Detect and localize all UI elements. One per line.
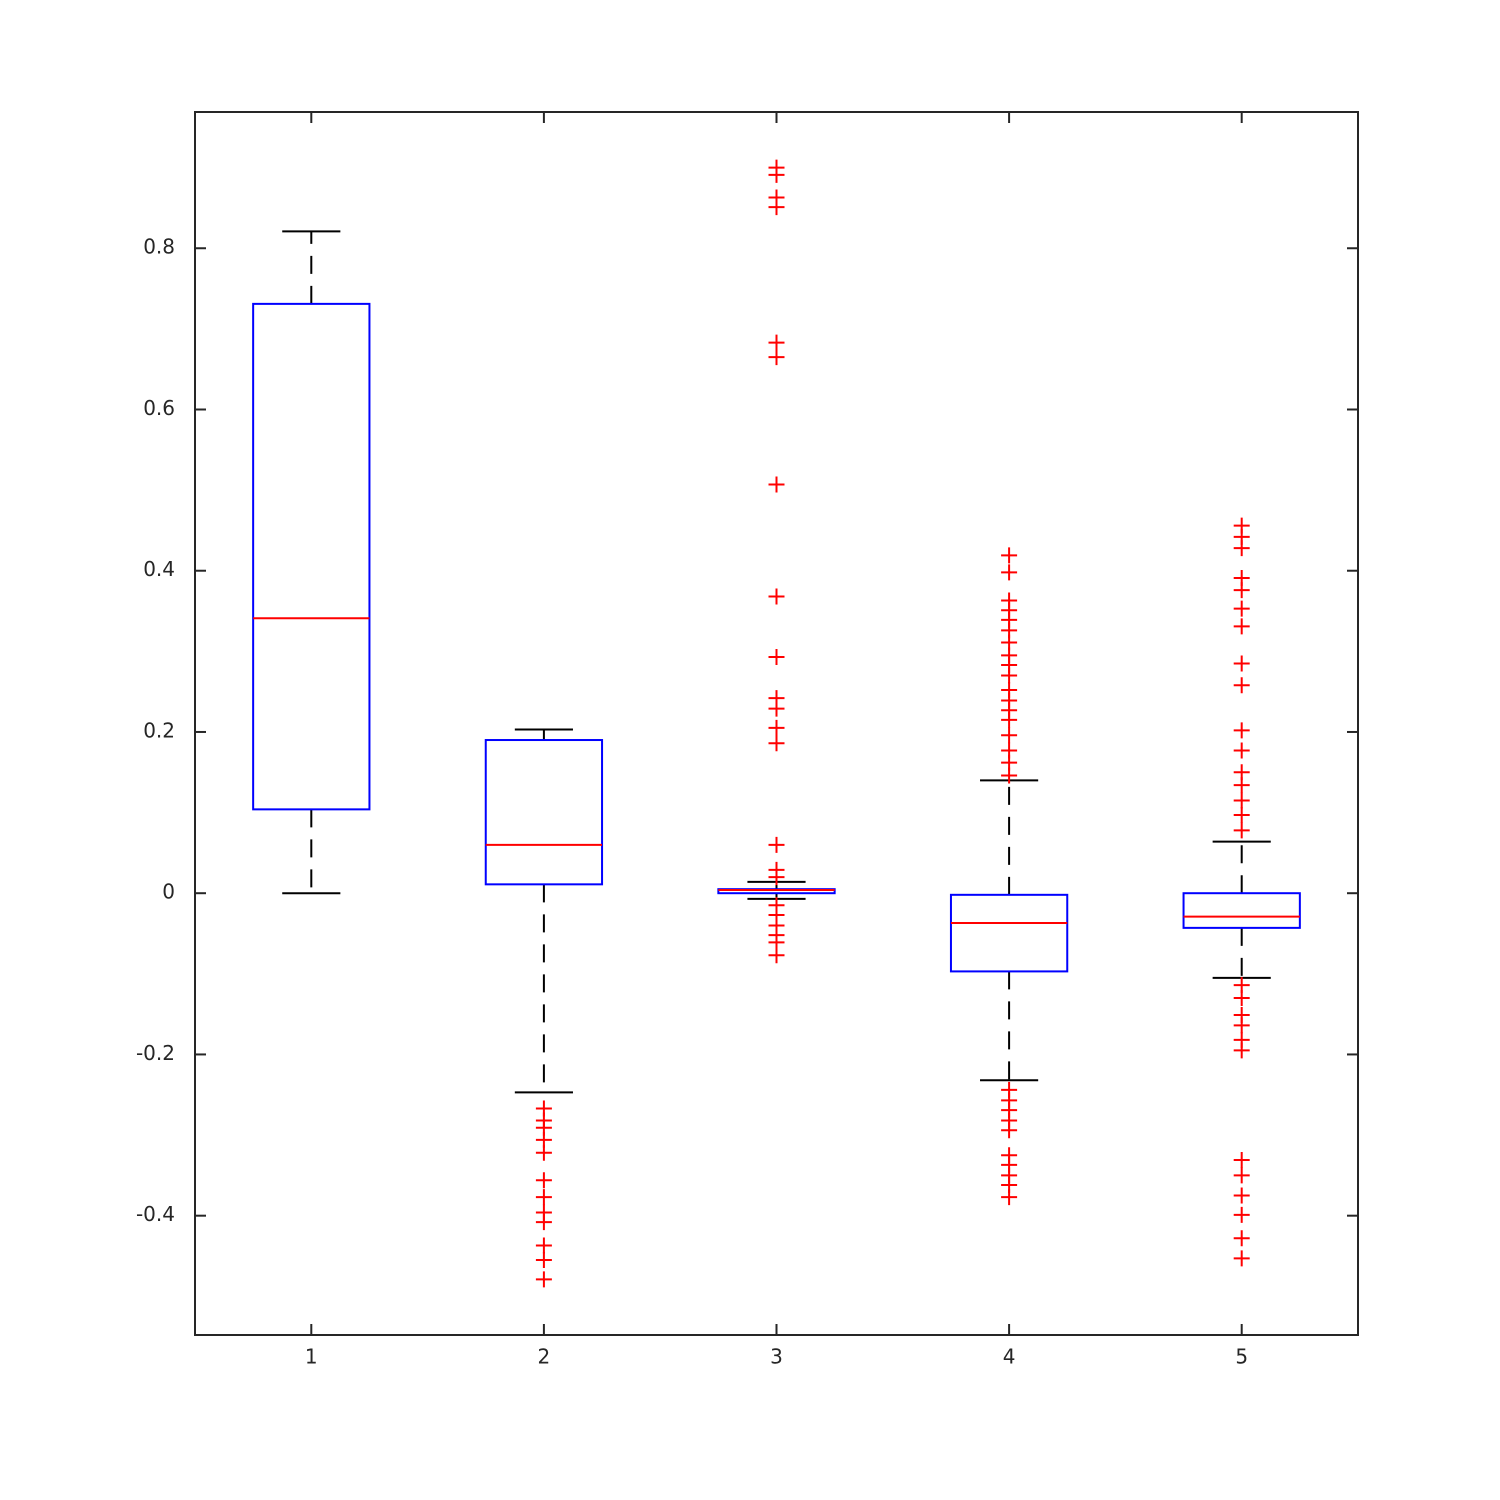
outlier: [1233, 1042, 1250, 1059]
outlier: [768, 166, 785, 183]
outlier: [1233, 1167, 1250, 1184]
outlier: [1233, 1250, 1250, 1267]
outlier: [1233, 600, 1250, 617]
outlier: [1001, 711, 1018, 728]
outlier: [1233, 990, 1250, 1007]
outlier: [768, 334, 785, 351]
outlier: [1233, 1230, 1250, 1247]
outlier: [768, 700, 785, 717]
outlier: [1001, 1189, 1018, 1206]
outlier: [768, 719, 785, 736]
outlier: [535, 1172, 552, 1189]
outlier: [1001, 547, 1018, 564]
outlier: [535, 1252, 552, 1269]
outlier: [1233, 807, 1250, 824]
outlier: [1233, 540, 1250, 557]
outlier: [1001, 564, 1018, 581]
outlier: [768, 869, 785, 886]
outlier: [1233, 822, 1250, 839]
x-tick-label: 5: [1235, 1345, 1248, 1369]
x-tick-label: 4: [1003, 1345, 1016, 1369]
y-tick-label: 0.8: [143, 235, 175, 259]
outlier: [1233, 722, 1250, 739]
y-tick-label: 0.6: [143, 396, 175, 420]
outlier: [535, 1271, 552, 1288]
outlier: [768, 476, 785, 493]
y-tick-label: -0.4: [136, 1202, 175, 1226]
outlier: [535, 1237, 552, 1254]
outlier: [1233, 677, 1250, 694]
outlier: [768, 836, 785, 853]
outlier: [1233, 582, 1250, 599]
outlier: [1001, 667, 1018, 684]
outlier: [535, 1189, 552, 1206]
outlier: [768, 648, 785, 665]
y-tick-label: 0: [162, 880, 175, 904]
box: [252, 302, 371, 811]
box: [949, 893, 1069, 973]
outlier: [1233, 1187, 1250, 1204]
outlier: [768, 199, 785, 216]
outlier: [1233, 618, 1250, 635]
outlier: [1233, 792, 1250, 809]
x-tick-label: 2: [538, 1345, 551, 1369]
box: [484, 739, 604, 886]
y-tick-label: -0.2: [136, 1041, 175, 1065]
outlier: [1233, 742, 1250, 759]
outlier: [1233, 1017, 1250, 1034]
outlier: [768, 588, 785, 605]
outlier: [1001, 767, 1018, 784]
box: [1182, 892, 1301, 929]
y-tick-label: 0.4: [143, 557, 175, 581]
outlier: [768, 947, 785, 964]
x-tick-label: 3: [770, 1345, 783, 1369]
outlier: [1233, 655, 1250, 672]
outlier: [1233, 777, 1250, 794]
outlier: [535, 1144, 552, 1161]
outlier: [1233, 1152, 1250, 1169]
x-tick-label: 1: [305, 1345, 318, 1369]
outlier: [1001, 727, 1018, 744]
outlier: [768, 349, 785, 366]
outlier: [768, 735, 785, 752]
outlier: [1233, 1206, 1250, 1223]
outlier: [535, 1214, 552, 1231]
outlier: [1001, 1122, 1018, 1139]
y-tick-label: 0.2: [143, 718, 175, 742]
